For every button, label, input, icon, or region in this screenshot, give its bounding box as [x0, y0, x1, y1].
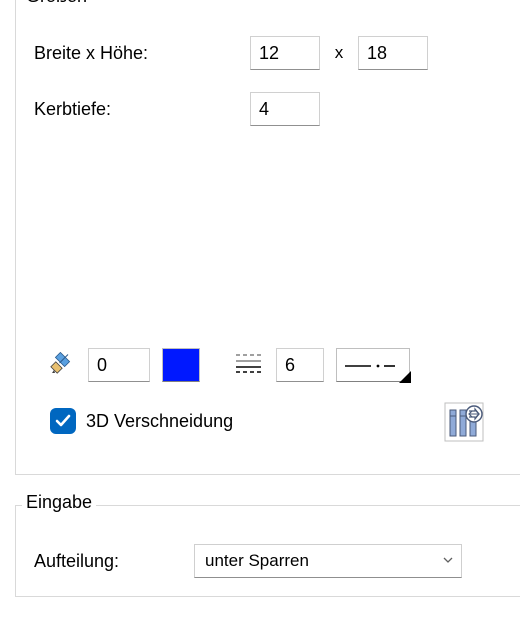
label-width-height: Breite x Höhe: [34, 43, 214, 64]
select-distribution-value: unter Sparren [205, 551, 309, 571]
input-linetype-number[interactable] [276, 348, 324, 382]
group-input: Eingabe Aufteilung: unter Sparren [15, 505, 520, 597]
row-width-height: Breite x Höhe: x [34, 36, 508, 70]
input-width[interactable] [250, 36, 320, 70]
pencil-icon [48, 349, 76, 382]
checkbox-3d-cut[interactable] [50, 408, 76, 434]
row-distribution: Aufteilung: unter Sparren [34, 544, 508, 578]
select-distribution[interactable]: unter Sparren [194, 544, 462, 578]
group-input-legend: Eingabe [22, 492, 96, 513]
label-x-separator: x [320, 43, 358, 63]
tool-row [48, 348, 410, 382]
linetype-icon [234, 351, 264, 380]
input-pen-number[interactable] [88, 348, 150, 382]
button-pen-color[interactable] [162, 348, 200, 382]
label-distribution: Aufteilung: [34, 551, 194, 572]
check-icon [54, 412, 72, 430]
button-layer-format[interactable] [444, 402, 484, 442]
label-3d-cut: 3D Verschneidung [86, 411, 233, 432]
button-linetype-picker[interactable] [336, 348, 410, 382]
input-notch-depth[interactable] [250, 92, 320, 126]
input-height[interactable] [358, 36, 428, 70]
label-notch-depth: Kerbtiefe: [34, 99, 214, 120]
row-3d-cut: 3D Verschneidung [50, 408, 233, 434]
row-notch-depth: Kerbtiefe: [34, 92, 508, 126]
properties-panel: Größen Breite x Höhe: x Kerbtiefe: [0, 0, 520, 644]
group-sizes: Größen Breite x Höhe: x Kerbtiefe: [15, 0, 520, 475]
